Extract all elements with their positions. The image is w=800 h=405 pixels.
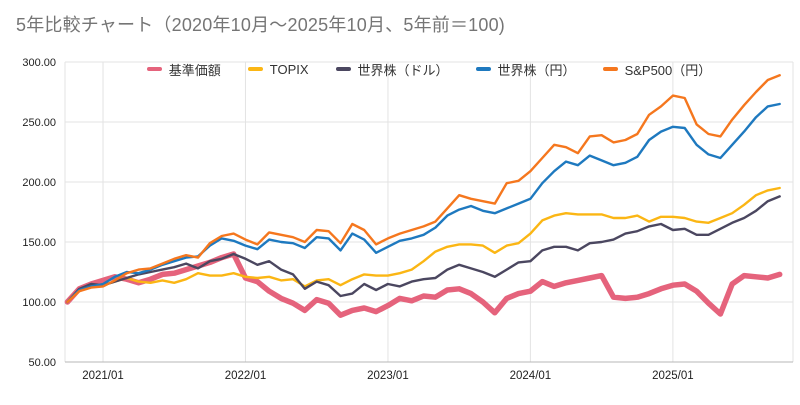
y-axis-labels: 50.00 100.00 150.00 200.00 250.00 300.00	[22, 57, 56, 369]
svg-text:150.00: 150.00	[22, 237, 56, 249]
legend-label-topix: TOPIX	[269, 61, 309, 77]
svg-text:100.00: 100.00	[22, 297, 56, 309]
svg-text:2022/01: 2022/01	[225, 370, 267, 382]
svg-text:2024/01: 2024/01	[510, 370, 552, 382]
legend-label-sp500-jpy: S&P500（円）	[624, 62, 712, 78]
svg-text:2023/01: 2023/01	[367, 370, 409, 382]
data-lines	[64, 73, 783, 318]
series-line-2	[66, 195, 781, 304]
fund-price-swatch-icon	[146, 67, 162, 71]
series-line-0	[64, 251, 783, 318]
legend-label-world-jpy: 世界株（円）	[497, 62, 576, 78]
series-line-3	[66, 102, 781, 304]
topix-swatch-icon	[247, 67, 263, 71]
legend-label-world-usd: 世界株（ドル）	[357, 62, 449, 78]
chart-title: 5年比較チャート（2020年10月～2025年10月、5年前＝100)	[16, 15, 505, 35]
svg-text:50.00: 50.00	[28, 357, 56, 369]
chart-legend: 基準価額 TOPIX 世界株（ドル） 世界株（円） S&P500（円）	[65, 60, 793, 78]
series-line-1	[66, 186, 781, 304]
legend-item-world-usd[interactable]: 世界株（ドル）	[335, 60, 449, 79]
legend-item-topix[interactable]: TOPIX	[247, 61, 309, 77]
legend-item-sp500-jpy[interactable]: S&P500（円）	[602, 60, 712, 79]
svg-text:200.00: 200.00	[22, 177, 56, 189]
x-axis-labels: 2021/01 2022/01 2023/01 2024/01 2025/01	[82, 370, 693, 382]
series-line-4	[66, 73, 781, 304]
legend-label-fund-price: 基準価額	[168, 62, 221, 78]
svg-text:2021/01: 2021/01	[82, 370, 124, 382]
legend-item-fund-price[interactable]: 基準価額	[146, 60, 221, 79]
svg-text:300.00: 300.00	[22, 57, 56, 69]
world-usd-swatch-icon	[335, 67, 351, 71]
svg-text:2025/01: 2025/01	[652, 370, 694, 382]
world-jpy-swatch-icon	[475, 67, 491, 71]
svg-text:250.00: 250.00	[22, 117, 56, 129]
gridlines	[64, 61, 794, 363]
legend-item-world-jpy[interactable]: 世界株（円）	[475, 60, 576, 79]
sp500-jpy-swatch-icon	[602, 67, 618, 71]
